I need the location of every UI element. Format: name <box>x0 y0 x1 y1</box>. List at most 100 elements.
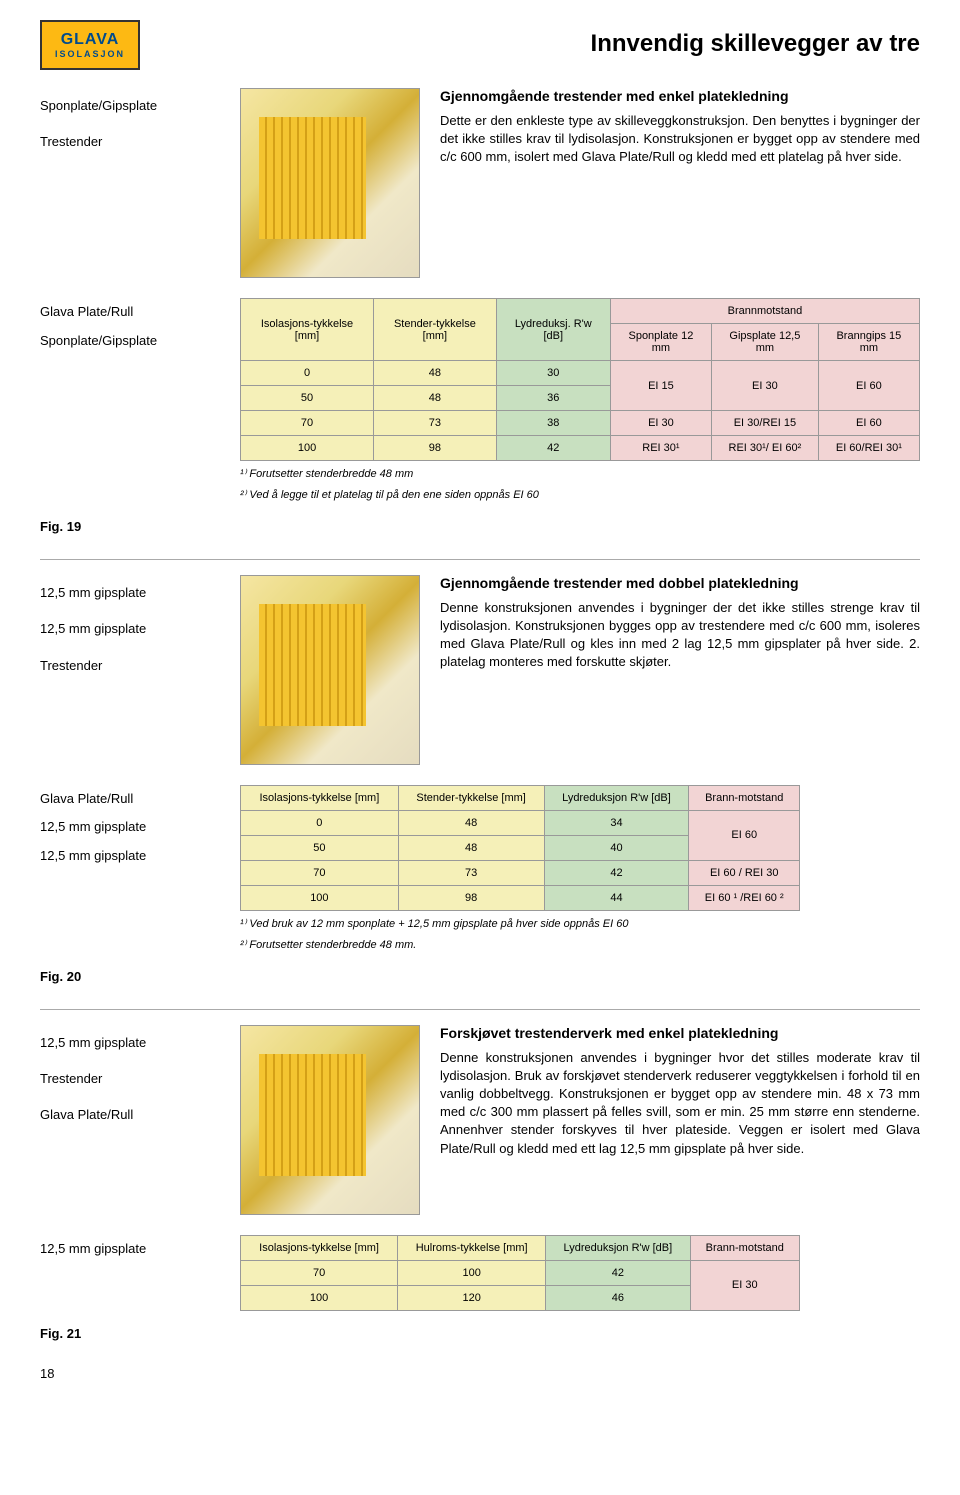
td: 42 <box>544 860 689 885</box>
td: 98 <box>374 436 497 461</box>
td: 0 <box>241 810 399 835</box>
label: 12,5 mm gipsplate <box>40 611 220 647</box>
th: Brann-motstand <box>690 1235 799 1260</box>
desc-1: Gjennomgående trestender med enkel plate… <box>440 88 920 167</box>
th: Stender-tykkelse [mm] <box>398 785 544 810</box>
table3-row: 12,5 mm gipsplate Isolasjons-tykkelse [m… <box>40 1235 920 1311</box>
td: EI 60 <box>689 810 800 860</box>
desc-2: Gjennomgående trestender med dobbel plat… <box>440 575 920 672</box>
table2-row: Glava Plate/Rull 12,5 mm gipsplate 12,5 … <box>40 785 920 954</box>
table2-side: Glava Plate/Rull 12,5 mm gipsplate 12,5 … <box>40 785 220 954</box>
labels-3: 12,5 mm gipsplate Trestender Glava Plate… <box>40 1025 220 1134</box>
table2-wrap: Isolasjons-tykkelse [mm] Stender-tykkels… <box>240 785 800 954</box>
td: 70 <box>241 1260 398 1285</box>
page-number: 18 <box>40 1366 920 1381</box>
td: 40 <box>544 835 689 860</box>
diagram-3 <box>240 1025 420 1215</box>
td: 50 <box>241 386 374 411</box>
th: Brann-motstand <box>689 785 800 810</box>
td: 70 <box>241 411 374 436</box>
td: 70 <box>241 860 399 885</box>
td: 36 <box>496 386 610 411</box>
table-3: Isolasjons-tykkelse [mm] Hulroms-tykkels… <box>240 1235 800 1311</box>
footnote: ²⁾ Ved å legge til et platelag til på de… <box>240 488 920 503</box>
section-1: Sponplate/Gipsplate Trestender Gjennomgå… <box>40 88 920 278</box>
table1-wrap: Isolasjons-tykkelse [mm] Stender-tykkels… <box>240 298 920 504</box>
label: Glava Plate/Rull <box>40 1097 220 1133</box>
td: EI 60 <box>818 361 919 411</box>
td: EI 15 <box>610 361 711 411</box>
td: 44 <box>544 885 689 910</box>
table1-row: Glava Plate/Rull Sponplate/Gipsplate Iso… <box>40 298 920 504</box>
separator <box>40 559 920 560</box>
td: EI 60/REI 30¹ <box>818 436 919 461</box>
label: Sponplate/Gipsplate <box>40 88 220 124</box>
td: 48 <box>374 386 497 411</box>
td: 73 <box>374 411 497 436</box>
label: 12,5 mm gipsplate <box>40 842 220 871</box>
td: 34 <box>544 810 689 835</box>
body-3: Denne konstruksjonen anvendes i bygninge… <box>440 1049 920 1158</box>
td: 30 <box>496 361 610 386</box>
td: EI 60 <box>818 411 919 436</box>
label: 12,5 mm gipsplate <box>40 575 220 611</box>
td: 73 <box>398 860 544 885</box>
label: 12,5 mm gipsplate <box>40 1025 220 1061</box>
td: 42 <box>496 436 610 461</box>
th: Brannmotstand <box>610 299 919 324</box>
footnote: ²⁾ Forutsetter stenderbredde 48 mm. <box>240 938 800 953</box>
separator <box>40 1009 920 1010</box>
heading-2: Gjennomgående trestender med dobbel plat… <box>440 575 920 591</box>
td: EI 30 <box>712 361 819 411</box>
th: Branngips 15 mm <box>818 324 919 361</box>
td: EI 30/REI 15 <box>712 411 819 436</box>
section-3: 12,5 mm gipsplate Trestender Glava Plate… <box>40 1025 920 1215</box>
td: 100 <box>241 1285 398 1310</box>
label: Sponplate/Gipsplate <box>40 327 220 356</box>
td: 100 <box>398 1260 546 1285</box>
fig-21: Fig. 21 <box>40 1326 920 1341</box>
label: Trestender <box>40 1061 220 1097</box>
td: 50 <box>241 835 399 860</box>
th: Lydreduksj. R'w [dB] <box>496 299 610 361</box>
td: 120 <box>398 1285 546 1310</box>
th: Isolasjons-tykkelse [mm] <box>241 299 374 361</box>
label: 12,5 mm gipsplate <box>40 813 220 842</box>
th: Hulroms-tykkelse [mm] <box>398 1235 546 1260</box>
td: 100 <box>241 436 374 461</box>
logo: GLAVA ISOLASJON <box>40 20 140 70</box>
label: Trestender <box>40 124 220 160</box>
desc-3: Forskjøvet trestenderverk med enkel plat… <box>440 1025 920 1158</box>
td: 38 <box>496 411 610 436</box>
td: 46 <box>546 1285 690 1310</box>
table1-side: Glava Plate/Rull Sponplate/Gipsplate <box>40 298 220 504</box>
logo-main: GLAVA <box>61 31 120 49</box>
th: Lydreduksjon R'w [dB] <box>546 1235 690 1260</box>
th: Gipsplate 12,5 mm <box>712 324 819 361</box>
labels-1: Sponplate/Gipsplate Trestender <box>40 88 220 161</box>
labels-2: 12,5 mm gipsplate 12,5 mm gipsplate Tres… <box>40 575 220 684</box>
heading-3: Forskjøvet trestenderverk med enkel plat… <box>440 1025 920 1041</box>
td: EI 30 <box>610 411 711 436</box>
fig-19: Fig. 19 <box>40 519 920 534</box>
td: 100 <box>241 885 399 910</box>
diagram-1 <box>240 88 420 278</box>
td: 98 <box>398 885 544 910</box>
label: Glava Plate/Rull <box>40 298 220 327</box>
table-1: Isolasjons-tykkelse [mm] Stender-tykkels… <box>240 298 920 461</box>
td: 48 <box>374 361 497 386</box>
label: Glava Plate/Rull <box>40 785 220 814</box>
td: 42 <box>546 1260 690 1285</box>
label: 12,5 mm gipsplate <box>40 1235 220 1264</box>
th: Isolasjons-tykkelse [mm] <box>241 1235 398 1260</box>
logo-sub: ISOLASJON <box>55 49 125 59</box>
td: EI 60 ¹ /REI 60 ² <box>689 885 800 910</box>
td: EI 30 <box>690 1260 799 1310</box>
section-2: 12,5 mm gipsplate 12,5 mm gipsplate Tres… <box>40 575 920 765</box>
body-2: Denne konstruksjonen anvendes i bygninge… <box>440 599 920 672</box>
th: Lydreduksjon R'w [dB] <box>544 785 689 810</box>
td: REI 30¹/ EI 60² <box>712 436 819 461</box>
body-1: Dette er den enkleste type av skillevegg… <box>440 112 920 167</box>
diagram-2 <box>240 575 420 765</box>
th: Stender-tykkelse [mm] <box>374 299 497 361</box>
